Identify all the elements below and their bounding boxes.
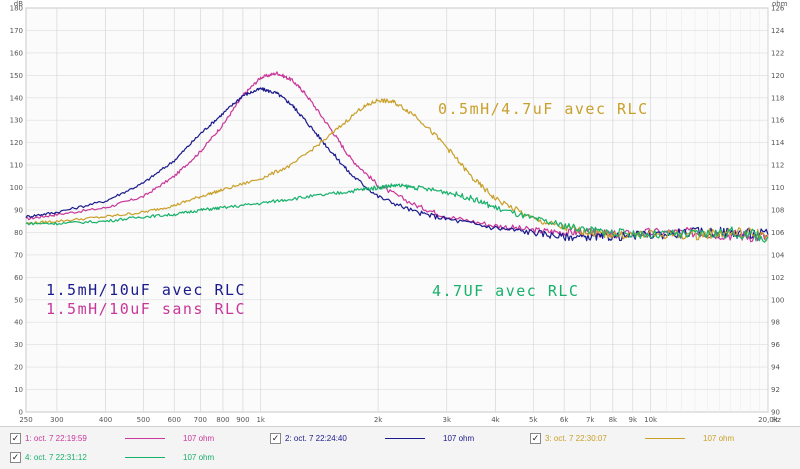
legend-item-3[interactable]: ✓ 3: oct. 7 22:30:07 107 ohm (530, 430, 734, 446)
y-tick-label-right: 100 (771, 296, 784, 304)
y-tick-label-right: 92 (771, 386, 780, 394)
y-tick-label-left: 20 (14, 364, 23, 372)
legend-label: 3: oct. 7 22:30:07 (545, 433, 607, 443)
y-tick-label-left: 50 (14, 296, 23, 304)
y-tick-label-left: 10 (14, 386, 23, 394)
y-tick-label-left: 80 (14, 229, 23, 237)
x-tick-label: 400 (99, 416, 112, 424)
y-tick-label-left: 90 (14, 207, 23, 215)
y-tick-label-right: 108 (771, 207, 784, 215)
legend-checkbox[interactable]: ✓ (10, 432, 21, 444)
y-tick-label-left: 160 (10, 49, 23, 57)
legend-ohm: 107 ohm (703, 433, 735, 443)
x-tick-label: 1k (256, 416, 265, 424)
y-tick-label-right: 102 (771, 274, 784, 282)
y-tick-label-right: 104 (771, 251, 785, 259)
y-tick-label-right: 124 (771, 27, 785, 35)
frequency-response-chart: 0 10 20 30 40 50 60 70 80 90 100 110 120 130 140 150 160… (10, 0, 788, 424)
y-tick-label-left: 150 (10, 72, 23, 80)
legend-swatch (125, 437, 165, 439)
legend-checkbox[interactable]: ✓ (530, 432, 541, 444)
series-line-2 (25, 87, 769, 242)
y-tick-label-right: 106 (771, 229, 785, 237)
legend-checkbox[interactable]: ✓ (10, 451, 21, 463)
x-tick-label: 10k (644, 416, 658, 424)
legend-bar: ✓ 1: oct. 7 22:19:59 107 ohm ✓ 2: oct. 7… (0, 426, 800, 469)
legend-label: 2: oct. 7 22:24:40 (285, 433, 347, 443)
legend-checkbox[interactable]: ✓ (270, 432, 281, 444)
y-tick-label-left: 140 (10, 94, 23, 102)
y-tick-label-left: 70 (14, 251, 23, 259)
annotation-label: 1.5mH/10uF avec RLC (46, 281, 246, 299)
annotation-label: 0.5mH/4.7uF avec RLC (438, 100, 649, 118)
y-tick-label-right: 110 (771, 184, 784, 192)
series-line-4 (25, 183, 769, 243)
legend-swatch (645, 437, 685, 439)
x-tick-label: 500 (137, 416, 150, 424)
y-tick-label-right: 90 (771, 409, 780, 417)
y-tick-label-right: 122 (771, 49, 784, 57)
legend-item-2[interactable]: ✓ 2: oct. 7 22:24:40 107 ohm (270, 430, 474, 446)
y-tick-label-left: 0 (19, 409, 23, 417)
x-tick-label: 4k (491, 416, 500, 424)
y-tick-label-right: 114 (771, 139, 785, 147)
legend-swatch (385, 437, 425, 439)
x-tick-label: 700 (194, 416, 207, 424)
right-unit-label: ohm (772, 0, 788, 8)
y-tick-label-right: 116 (771, 117, 785, 125)
x-tick-label: 20,0k (758, 416, 779, 424)
left-unit-label: dB (14, 0, 23, 8)
x-tick-label: 7k (586, 416, 595, 424)
x-tick-label: 250 (19, 416, 32, 424)
legend-swatch (125, 456, 165, 458)
y-tick-label-left: 180 (10, 5, 23, 13)
annotation-label: 4.7UF avec RLC (432, 282, 579, 300)
legend-item-1[interactable]: ✓ 1: oct. 7 22:19:59 107 ohm (10, 430, 214, 446)
series-line-3 (25, 98, 769, 242)
x-tick-label: 6k (560, 416, 569, 424)
y-tick-label-right: 96 (771, 341, 780, 349)
legend-ohm: 107 ohm (443, 433, 475, 443)
y-tick-label-left: 120 (10, 139, 23, 147)
y-tick-label-left: 40 (14, 319, 23, 327)
x-tick-label: 300 (50, 416, 63, 424)
x-tick-label: 600 (168, 416, 181, 424)
y-tick-label-left: 100 (10, 184, 23, 192)
y-tick-label-right: 120 (771, 72, 784, 80)
legend-ohm: 107 ohm (183, 452, 215, 462)
y-tick-label-left: 130 (10, 117, 23, 125)
legend-item-4[interactable]: ✓ 4: oct. 7 22:31:12 107 ohm (10, 449, 214, 465)
y-tick-label-left: 60 (14, 274, 23, 282)
y-tick-label-right: 112 (771, 162, 784, 170)
x-unit-label: Hz (772, 416, 781, 424)
x-tick-label: 5k (529, 416, 538, 424)
legend-label: 1: oct. 7 22:19:59 (25, 433, 87, 443)
y-tick-label-right: 126 (771, 5, 785, 13)
x-tick-label: 800 (216, 416, 229, 424)
y-tick-label-right: 118 (771, 94, 784, 102)
y-tick-label-left: 110 (10, 162, 23, 170)
y-tick-label-left: 170 (10, 27, 23, 35)
y-tick-label-right: 94 (771, 364, 780, 372)
annotation-label: 1.5mH/10uF sans RLC (46, 300, 246, 318)
legend-ohm: 107 ohm (183, 433, 215, 443)
legend-label: 4: oct. 7 22:31:12 (25, 452, 87, 462)
x-tick-label: 3k (443, 416, 452, 424)
x-tick-label: 2k (374, 416, 383, 424)
y-tick-label-right: 98 (771, 319, 780, 327)
y-tick-label-left: 30 (14, 341, 23, 349)
x-tick-label: 8k (609, 416, 618, 424)
x-tick-label: 900 (236, 416, 249, 424)
x-tick-label: 9k (629, 416, 638, 424)
